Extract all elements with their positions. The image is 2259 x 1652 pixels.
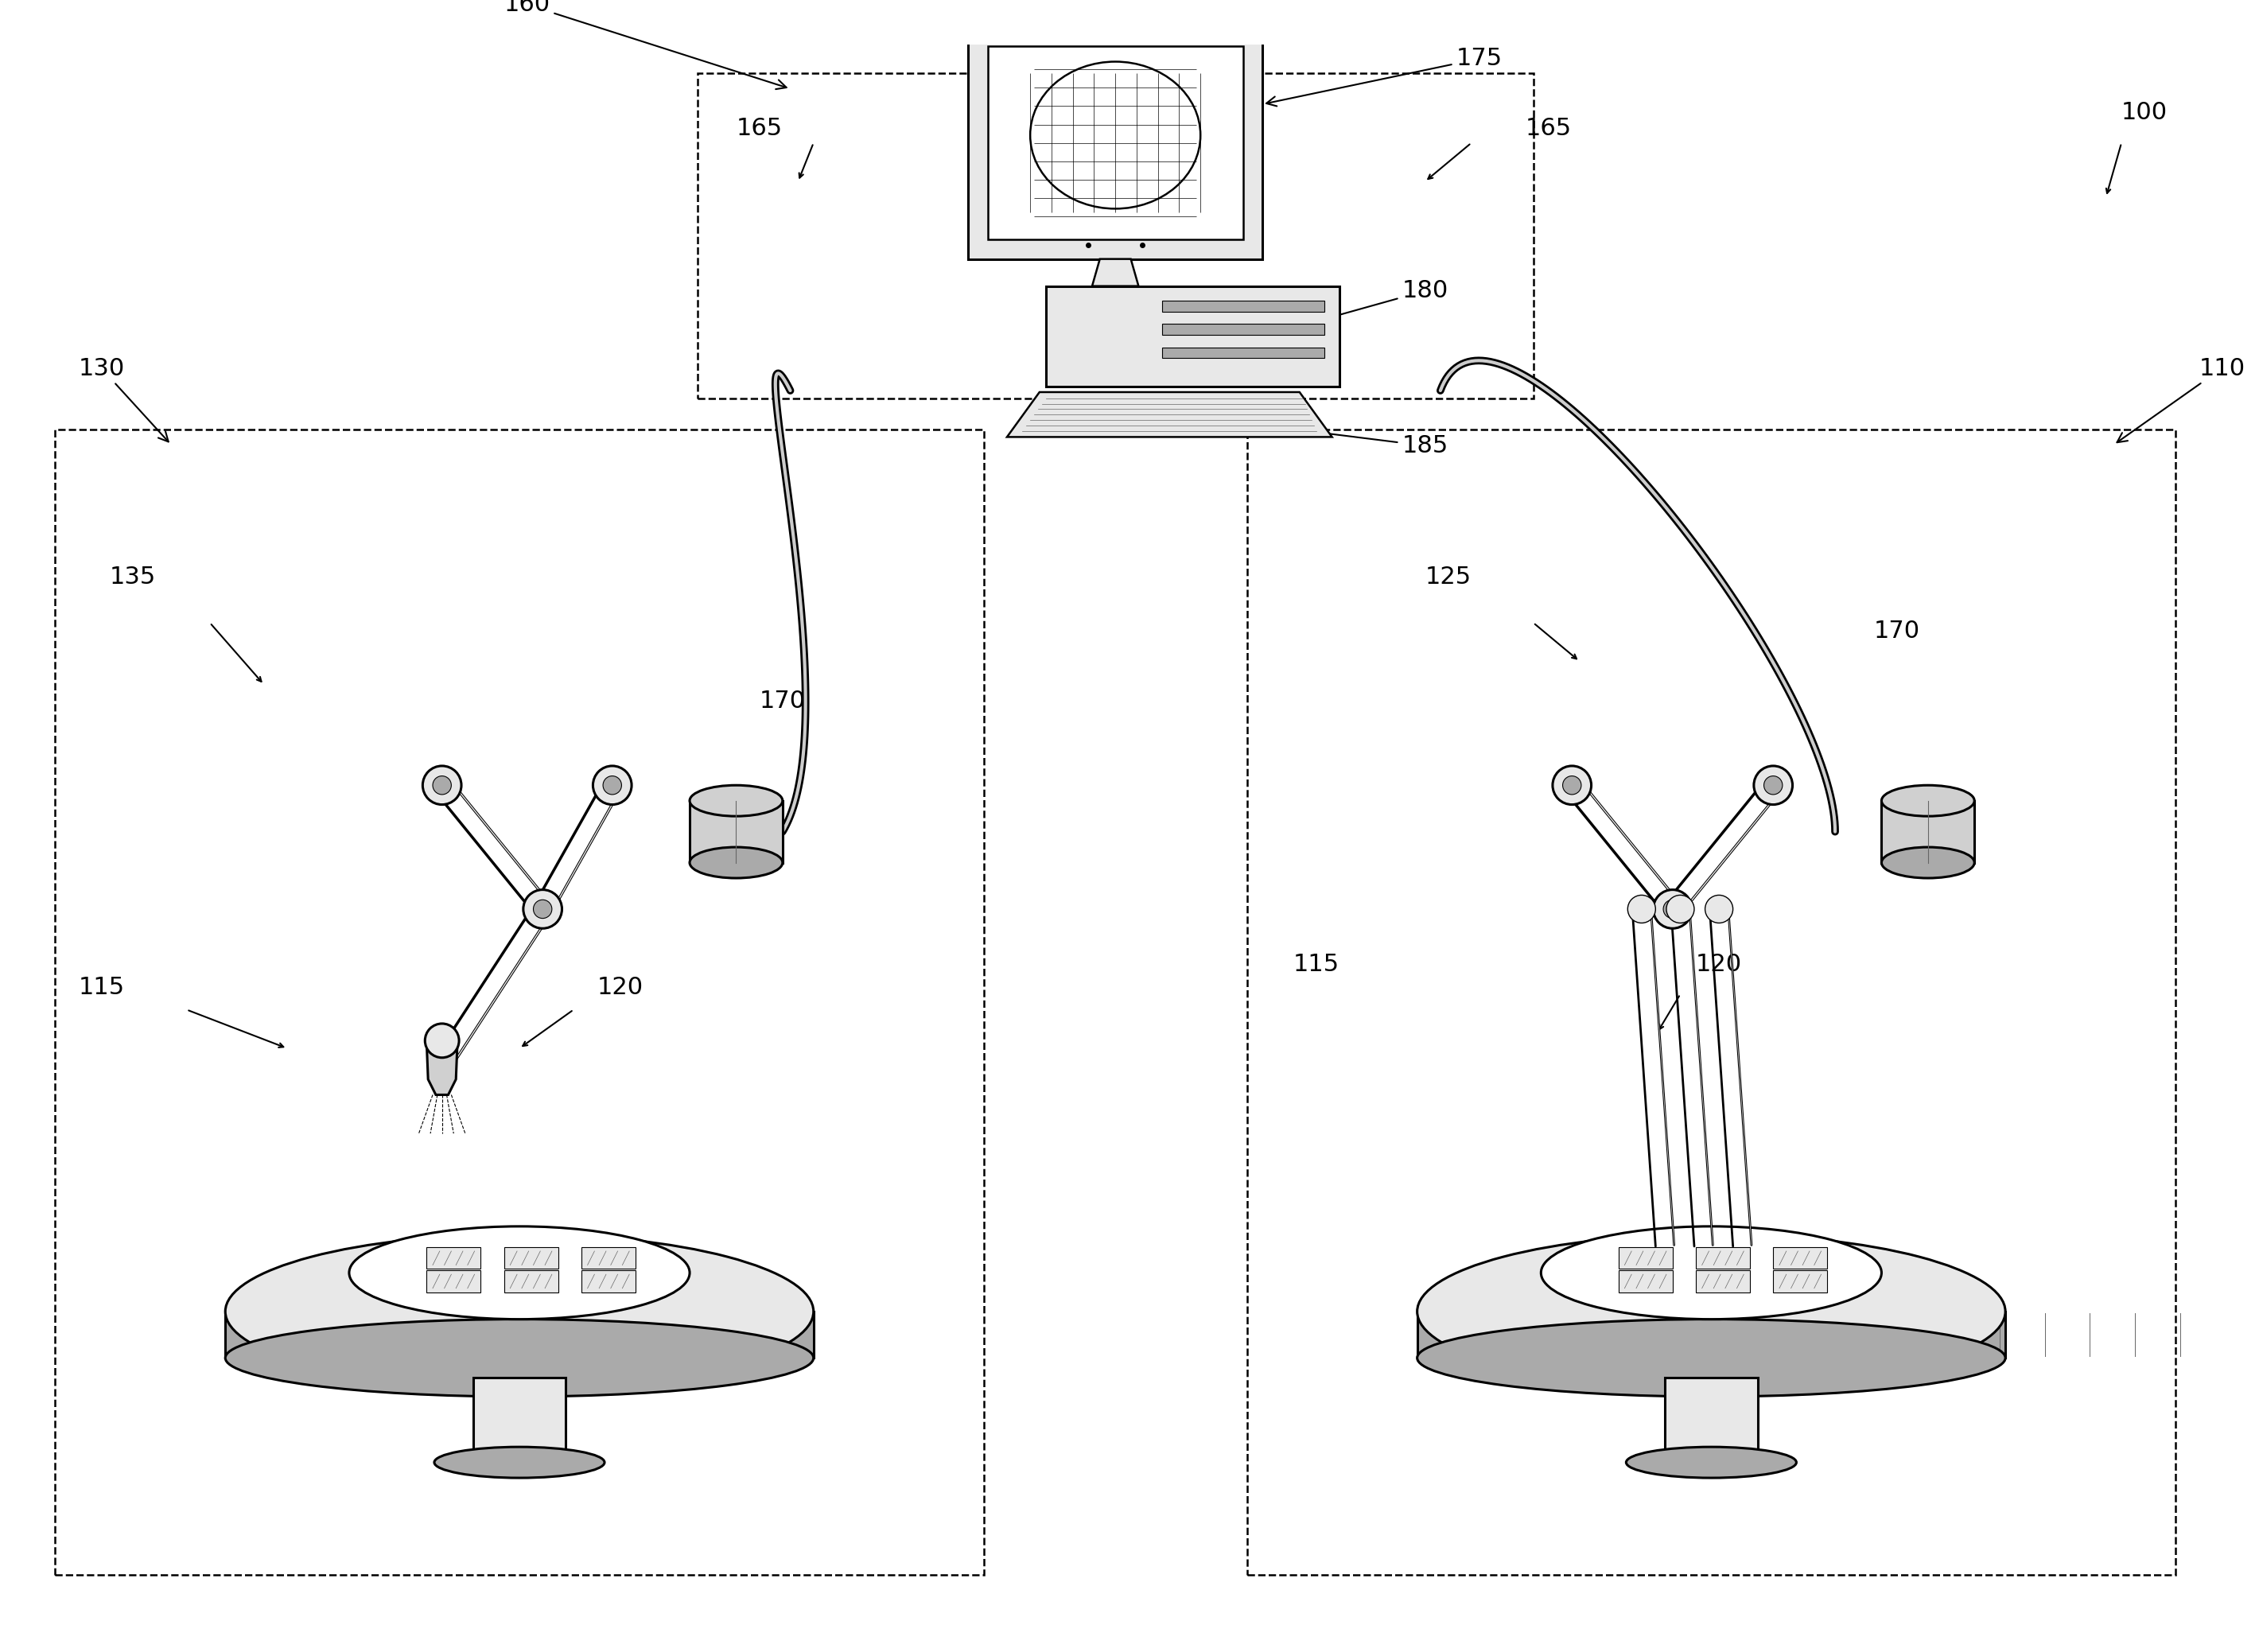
Polygon shape (427, 1270, 481, 1292)
Polygon shape (226, 1312, 813, 1358)
Polygon shape (472, 1378, 565, 1470)
Polygon shape (1008, 392, 1333, 438)
Ellipse shape (226, 1234, 813, 1389)
Circle shape (524, 890, 562, 928)
Circle shape (1764, 776, 1782, 795)
Text: 120: 120 (1697, 953, 1742, 976)
Polygon shape (581, 1247, 635, 1269)
Text: 135: 135 (108, 565, 156, 588)
Polygon shape (1882, 801, 1974, 862)
Circle shape (1563, 776, 1581, 795)
Circle shape (1753, 767, 1794, 805)
Polygon shape (504, 1247, 558, 1269)
Text: 165: 165 (1525, 117, 1572, 140)
Circle shape (434, 776, 452, 795)
Polygon shape (969, 26, 1263, 259)
Circle shape (422, 767, 461, 805)
Circle shape (533, 900, 551, 919)
Text: 125: 125 (1425, 565, 1471, 588)
Text: 120: 120 (596, 976, 644, 999)
Text: 175: 175 (1267, 48, 1502, 106)
Polygon shape (1091, 259, 1139, 286)
Circle shape (1667, 895, 1694, 923)
Polygon shape (1046, 286, 1340, 387)
Circle shape (1706, 895, 1733, 923)
Text: 165: 165 (736, 117, 782, 140)
Ellipse shape (226, 1320, 813, 1396)
Polygon shape (427, 1041, 459, 1095)
Polygon shape (1665, 1378, 1758, 1470)
Circle shape (1552, 767, 1590, 805)
Ellipse shape (689, 847, 782, 879)
Text: 115: 115 (79, 976, 124, 999)
Ellipse shape (434, 1447, 605, 1479)
Polygon shape (1161, 347, 1324, 358)
Polygon shape (1617, 1270, 1672, 1292)
Circle shape (1629, 895, 1656, 923)
Text: 100: 100 (2121, 101, 2169, 124)
Ellipse shape (1416, 1320, 2006, 1396)
Polygon shape (1773, 1247, 1828, 1269)
Polygon shape (581, 1270, 635, 1292)
Ellipse shape (1882, 785, 1974, 816)
Ellipse shape (689, 785, 782, 816)
Circle shape (425, 1024, 459, 1057)
Polygon shape (427, 1247, 481, 1269)
Ellipse shape (1626, 1447, 1796, 1479)
Ellipse shape (1882, 847, 1974, 879)
Polygon shape (1617, 1247, 1672, 1269)
Circle shape (1654, 890, 1692, 928)
Text: 160: 160 (504, 0, 786, 89)
Ellipse shape (1030, 61, 1200, 208)
Polygon shape (1697, 1270, 1751, 1292)
Circle shape (592, 767, 633, 805)
Ellipse shape (350, 1226, 689, 1320)
Ellipse shape (1541, 1226, 1882, 1320)
Polygon shape (1161, 301, 1324, 312)
Text: 110: 110 (2117, 357, 2245, 443)
Ellipse shape (1416, 1234, 2006, 1389)
Circle shape (603, 776, 621, 795)
Circle shape (1663, 900, 1683, 919)
Text: 180: 180 (1267, 279, 1448, 337)
Polygon shape (504, 1270, 558, 1292)
Text: 115: 115 (1294, 953, 1340, 976)
Polygon shape (689, 801, 782, 862)
Text: 170: 170 (1873, 620, 1920, 643)
Polygon shape (1161, 324, 1324, 335)
Text: 185: 185 (1297, 426, 1448, 458)
Polygon shape (1697, 1247, 1751, 1269)
Polygon shape (1773, 1270, 1828, 1292)
Polygon shape (1416, 1312, 2006, 1358)
Polygon shape (987, 46, 1242, 240)
Ellipse shape (1030, 61, 1200, 208)
Text: 170: 170 (759, 689, 806, 712)
Text: 130: 130 (79, 357, 169, 441)
